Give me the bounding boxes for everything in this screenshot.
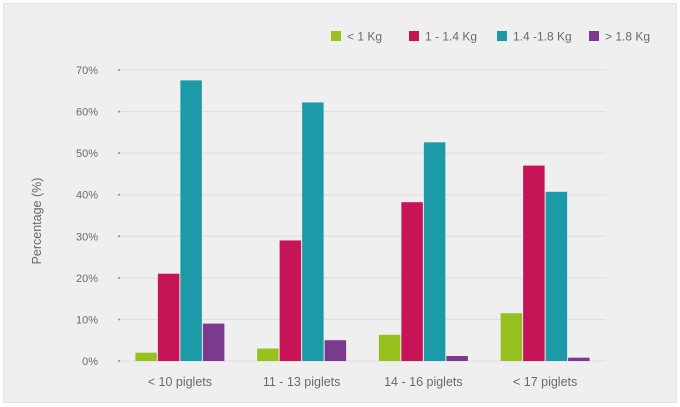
y-tick-label: 0%: [82, 356, 98, 368]
legend-label: < 1 Kg: [347, 30, 382, 44]
legend-swatch: [497, 31, 507, 41]
legend-label: 1 - 1.4 Kg: [425, 30, 477, 44]
bar: [302, 102, 324, 361]
x-tick-label: 11 - 13 piglets: [263, 375, 341, 389]
y-tick-label: 20%: [76, 273, 98, 285]
x-axis-ticks: < 10 piglets 11 - 13 piglets 14 - 16 pigle…: [148, 375, 578, 389]
legend-swatch: [331, 31, 341, 41]
bar: [378, 334, 401, 361]
legend: < 1 Kg 1 - 1.4 Kg 1.4 -1.8 Kg > 1.8 Kg: [331, 30, 650, 44]
y-tick-mark: [117, 235, 121, 238]
bar: [279, 240, 302, 361]
y-axis-label: Percentage (%): [30, 178, 44, 265]
bar: [545, 191, 568, 361]
y-tick-mark: [117, 110, 121, 113]
y-tick-label: 40%: [76, 190, 98, 202]
y-tick-label: 70%: [76, 65, 98, 77]
bar: [568, 357, 590, 361]
bar: [180, 80, 202, 362]
bar: [500, 313, 523, 361]
bar: [202, 323, 225, 361]
y-tick-label: 60%: [76, 107, 98, 119]
y-tick-mark: [117, 193, 121, 196]
legend-swatch: [589, 31, 599, 41]
x-tick-label: < 17 piglets: [513, 375, 577, 389]
y-tick-mark: [117, 318, 121, 321]
y-tick-mark: [117, 276, 121, 279]
legend-swatch: [409, 31, 419, 41]
bar: [157, 273, 180, 361]
bars: [135, 80, 590, 362]
bar: [423, 142, 446, 361]
legend-label: 1.4 -1.8 Kg: [513, 30, 572, 44]
bar: [523, 165, 545, 361]
x-tick-label: < 10 piglets: [148, 375, 212, 389]
y-axis-ticks: 0% 10% 20% 30% 40% 50% 60% 70%: [76, 65, 98, 368]
y-tick-label: 10%: [76, 314, 98, 326]
chart-panel: 0% 10% 20% 30% 40% 50% 60% 70% < 10 piglets 11 -…: [3, 3, 677, 403]
y-tick-mark: [117, 152, 121, 155]
y-tick-label: 30%: [76, 231, 98, 243]
bar: [324, 340, 347, 361]
y-tick-mark: [117, 68, 121, 72]
bar: [446, 356, 468, 361]
y-tick-label: 50%: [76, 148, 98, 160]
bar: [401, 202, 423, 361]
legend-label: > 1.8 Kg: [605, 30, 650, 44]
bar: [257, 348, 279, 361]
bar: [135, 352, 157, 361]
y-tick-mark: [117, 359, 121, 363]
x-tick-label: 14 - 16 piglets: [384, 375, 463, 389]
bar-chart: 0% 10% 20% 30% 40% 50% 60% 70% < 10 piglets 11 -…: [30, 30, 650, 390]
